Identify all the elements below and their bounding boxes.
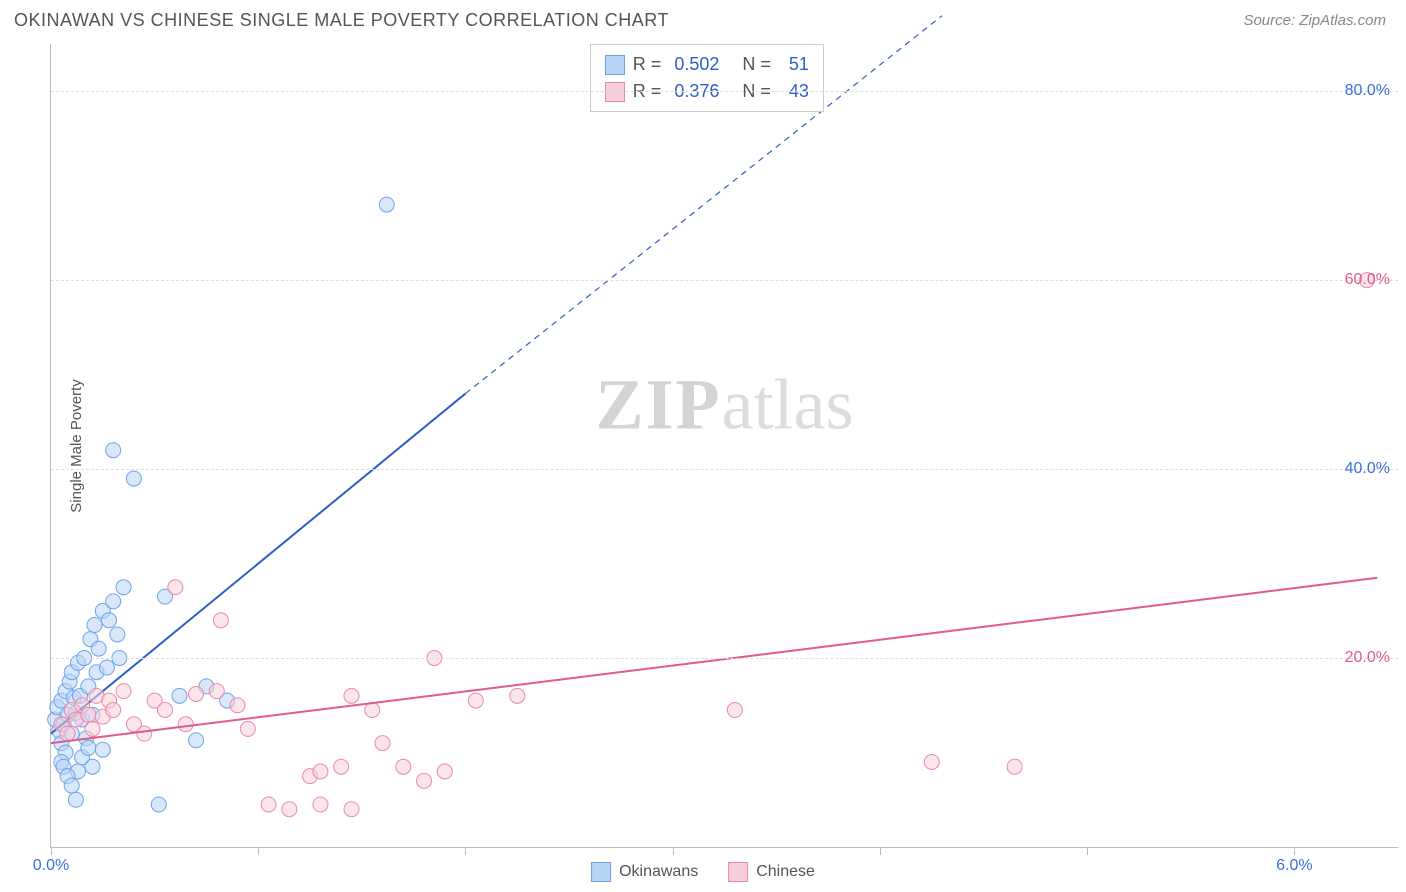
- chart-source: Source: ZipAtlas.com: [1243, 12, 1386, 29]
- stats-n-label: N =: [727, 51, 776, 78]
- data-point: [87, 617, 102, 632]
- data-point: [106, 443, 121, 458]
- data-point: [417, 773, 432, 788]
- y-tick-label: 40.0%: [1345, 460, 1390, 478]
- gridline: [51, 658, 1398, 659]
- data-point: [85, 759, 100, 774]
- legend-label: Chinese: [756, 863, 815, 881]
- x-tick: [1087, 847, 1088, 855]
- data-point: [344, 802, 359, 817]
- data-point: [468, 693, 483, 708]
- data-point: [230, 698, 245, 713]
- data-point: [313, 797, 328, 812]
- data-point: [172, 688, 187, 703]
- data-point: [81, 707, 96, 722]
- data-point: [85, 721, 100, 736]
- x-tick: [1294, 847, 1295, 855]
- data-point: [106, 703, 121, 718]
- x-tick: [258, 847, 259, 855]
- data-point: [727, 703, 742, 718]
- data-point: [379, 197, 394, 212]
- x-tick-label: 0.0%: [33, 857, 69, 875]
- series-legend: Okinawans Chinese: [591, 862, 815, 882]
- data-point: [334, 759, 349, 774]
- legend-label: Okinawans: [619, 863, 698, 881]
- data-point: [106, 594, 121, 609]
- data-point: [213, 613, 228, 628]
- data-point: [189, 733, 204, 748]
- data-point: [344, 688, 359, 703]
- chart-header: OKINAWAN VS CHINESE SINGLE MALE POVERTY …: [0, 0, 1406, 37]
- data-point: [157, 703, 172, 718]
- data-point: [68, 792, 83, 807]
- stats-r-label: R =: [633, 51, 667, 78]
- data-point: [102, 613, 117, 628]
- stats-row: R = 0.502 N = 51: [605, 51, 809, 78]
- data-point: [137, 726, 152, 741]
- y-tick-label: 60.0%: [1345, 271, 1390, 289]
- stats-n-value: 51: [784, 51, 809, 78]
- legend-item: Chinese: [728, 862, 815, 882]
- data-point: [178, 717, 193, 732]
- data-point: [313, 764, 328, 779]
- data-point: [924, 754, 939, 769]
- legend-swatch: [728, 862, 748, 882]
- x-tick: [880, 847, 881, 855]
- data-point: [261, 797, 276, 812]
- data-point: [95, 742, 110, 757]
- data-point: [60, 726, 75, 741]
- y-tick-label: 20.0%: [1345, 649, 1390, 667]
- chart-title: OKINAWAN VS CHINESE SINGLE MALE POVERTY …: [14, 10, 669, 31]
- data-point: [99, 660, 114, 675]
- data-point: [91, 641, 106, 656]
- data-point: [151, 797, 166, 812]
- data-point: [126, 471, 141, 486]
- data-point: [116, 684, 131, 699]
- legend-swatch: [591, 862, 611, 882]
- legend-item: Okinawans: [591, 862, 698, 882]
- data-point: [282, 802, 297, 817]
- gridline: [51, 469, 1398, 470]
- data-point: [168, 580, 183, 595]
- data-point: [375, 736, 390, 751]
- data-point: [437, 764, 452, 779]
- x-tick: [465, 847, 466, 855]
- scatter-svg: [51, 44, 1398, 847]
- gridline: [51, 91, 1398, 92]
- x-tick-label: 6.0%: [1276, 857, 1312, 875]
- stats-r-value: 0.502: [674, 51, 719, 78]
- data-point: [189, 686, 204, 701]
- data-point: [1007, 759, 1022, 774]
- data-point: [510, 688, 525, 703]
- stats-legend-box: R = 0.502 N = 51R = 0.376 N = 43: [590, 44, 824, 112]
- data-point: [209, 684, 224, 699]
- data-point: [110, 627, 125, 642]
- data-point: [64, 778, 79, 793]
- x-tick: [673, 847, 674, 855]
- trend-line: [51, 578, 1377, 743]
- data-point: [116, 580, 131, 595]
- x-tick: [51, 847, 52, 855]
- y-tick-label: 80.0%: [1345, 82, 1390, 100]
- data-point: [365, 703, 380, 718]
- chart-plot-area: ZIPatlas R = 0.502 N = 51R = 0.376 N = 4…: [50, 44, 1398, 848]
- gridline: [51, 280, 1398, 281]
- data-point: [81, 740, 96, 755]
- data-point: [396, 759, 411, 774]
- stats-swatch: [605, 55, 625, 75]
- data-point: [240, 721, 255, 736]
